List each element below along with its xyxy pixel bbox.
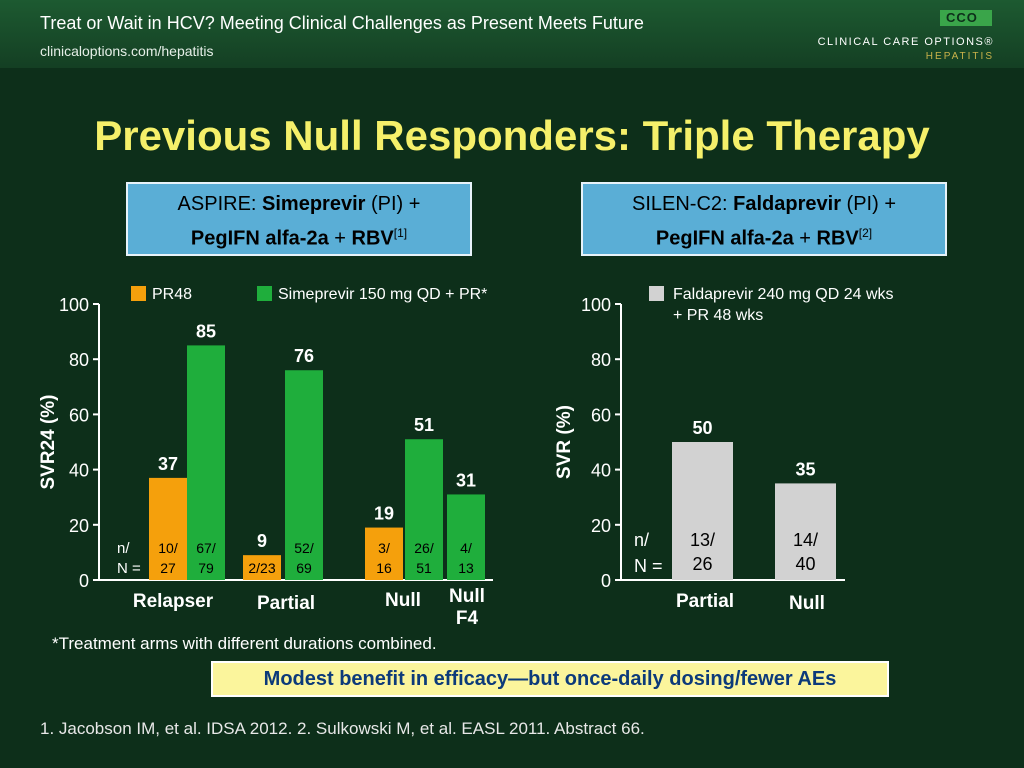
bar-value-label: 35	[795, 459, 815, 479]
aspire-drug: Simeprevir	[262, 193, 366, 215]
silen-pegifn: PegIFN alfa-2a	[655, 227, 794, 250]
n-count-label: 13/	[690, 530, 715, 550]
aspire-ref: [1]	[393, 226, 408, 240]
silen-mid: (PI) +	[840, 193, 896, 215]
footnote: *Treatment arms with different durations…	[52, 634, 437, 653]
bar-partial-simeprevir	[285, 370, 323, 580]
n-count-label: 51	[416, 560, 432, 576]
bar-null-simeprevir	[405, 439, 443, 580]
aspire-rbv: RBV	[351, 227, 394, 250]
brand-name: CLINICAL CARE OPTIONS®	[817, 36, 994, 48]
n-count-label: 26/	[414, 540, 434, 556]
n-label: n/	[634, 530, 649, 550]
chart2-ytick-label: 40	[591, 461, 611, 481]
bar-partial-faldaprevir	[672, 442, 733, 580]
header-bar: Treat or Wait in HCV? Meeting Clinical C…	[0, 0, 1024, 68]
silen-plus: +	[793, 227, 817, 250]
chart1-ytick-label: 80	[69, 350, 89, 370]
n-count-label: 79	[198, 560, 214, 576]
n-label: N =	[117, 560, 141, 577]
chart1-ytick-label: 20	[69, 516, 89, 536]
aspire-mid: (PI) +	[365, 193, 421, 215]
n-count-label: 13	[458, 560, 474, 576]
n-count-label: 14/	[793, 530, 818, 550]
legend-label-pr48: PR48	[152, 286, 192, 303]
chart2-ytick-label: 80	[591, 350, 611, 370]
legend-swatch-pr48	[131, 286, 146, 301]
category-label: Null	[385, 590, 421, 611]
bar-null-faldaprevir	[775, 483, 836, 580]
n-count-label: 40	[795, 554, 815, 574]
bar-partial-pr48	[243, 555, 281, 580]
bar-value-label: 9	[257, 531, 267, 551]
chart1-ytick-label: 40	[69, 461, 89, 481]
aspire-plus: +	[328, 227, 352, 250]
legend-label-faldaprevir-cont: + PR 48 wks	[673, 307, 763, 324]
silen-ref: [2]	[858, 226, 873, 240]
bar-value-label: 85	[196, 321, 216, 341]
n-count-label: 67/	[196, 540, 216, 556]
n-count-label: 27	[160, 560, 176, 576]
silen-drug: Faldaprevir	[733, 193, 841, 215]
n-label: N =	[634, 556, 663, 576]
chart1-ytick-label: 0	[79, 571, 89, 591]
n-count-label: 2/23	[248, 560, 275, 576]
chart2-ytick-label: 0	[601, 571, 611, 591]
slide-title: Previous Null Responders: Triple Therapy	[94, 112, 930, 159]
category-label: Relapser	[133, 591, 214, 612]
chart1-ytick-label: 100	[59, 295, 89, 315]
bar-null-f4-simeprevir	[447, 494, 485, 580]
chart2-ytick-label: 60	[591, 405, 611, 425]
legend-swatch-faldaprevir	[649, 286, 664, 301]
category-label: F4	[456, 608, 479, 629]
legend-label-faldaprevir: Faldaprevir 240 mg QD 24 wks	[673, 286, 894, 303]
category-label: Null	[789, 593, 825, 614]
legend-label-simeprevir: Simeprevir 150 mg QD + PR*	[278, 286, 487, 303]
n-count-label: 4/	[460, 540, 472, 556]
header-url[interactable]: clinicaloptions.com/hepatitis	[40, 43, 214, 59]
silen-prefix: SILEN-C2:	[632, 193, 734, 215]
silen-study-box: SILEN-C2: Faldaprevir (PI) + PegIFN alfa…	[581, 182, 947, 256]
chart1-ytick-label: 60	[69, 405, 89, 425]
n-count-label: 26	[692, 554, 712, 574]
references: 1. Jacobson IM, et al. IDSA 2012. 2. Sul…	[40, 719, 645, 738]
chart2-ytick-label: 20	[591, 516, 611, 536]
category-label: Null	[449, 586, 485, 607]
brand-subtitle: HEPATITIS	[925, 51, 994, 62]
silen-rbv: RBV	[816, 227, 859, 250]
bar-value-label: 76	[294, 346, 314, 366]
category-label: Partial	[676, 591, 734, 612]
chart1-y-axis-label: SVR24 (%)	[38, 394, 59, 489]
n-count-label: 10/	[158, 540, 178, 556]
bar-relapser-simeprevir	[187, 345, 225, 580]
legend-swatch-simeprevir	[257, 286, 272, 301]
n-count-label: 16	[376, 560, 392, 576]
bar-value-label: 37	[158, 454, 178, 474]
bar-value-label: 19	[374, 504, 394, 524]
bar-value-label: 31	[456, 470, 476, 490]
bar-value-label: 51	[414, 415, 434, 435]
bar-value-label: 50	[692, 418, 712, 438]
header-title: Treat or Wait in HCV? Meeting Clinical C…	[40, 13, 644, 33]
aspire-prefix: ASPIRE:	[177, 193, 263, 215]
n-count-label: 69	[296, 560, 312, 576]
chart2-y-axis-label: SVR (%)	[554, 405, 575, 479]
category-label: Partial	[257, 593, 315, 614]
n-count-label: 52/	[294, 540, 314, 556]
cco-logo-text: CCO	[946, 10, 978, 25]
n-count-label: 3/	[378, 540, 390, 556]
conclusion-callout: Modest benefit in efficacy—but once-dail…	[211, 661, 889, 697]
n-label: n/	[117, 540, 130, 557]
aspire-pegifn: PegIFN alfa-2a	[190, 227, 329, 250]
aspire-study-box: ASPIRE: Simeprevir (PI) + PegIFN alfa-2a…	[126, 182, 472, 256]
chart2-ytick-label: 100	[581, 295, 611, 315]
bar-relapser-pr48	[149, 477, 187, 580]
cco-logo	[940, 10, 992, 26]
bar-null-pr48	[365, 527, 403, 580]
